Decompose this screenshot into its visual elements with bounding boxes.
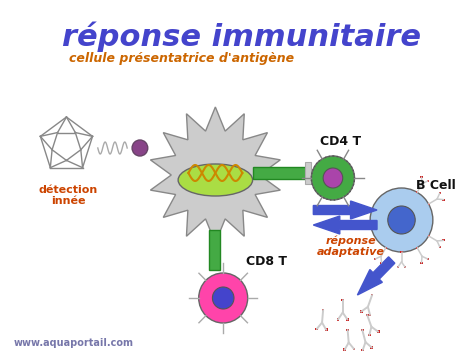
Bar: [371, 294, 374, 296]
Bar: [305, 162, 311, 184]
Bar: [315, 328, 318, 331]
Bar: [346, 318, 349, 321]
Bar: [401, 251, 402, 253]
Bar: [360, 310, 363, 313]
Bar: [253, 167, 307, 179]
Bar: [428, 203, 430, 205]
Bar: [346, 329, 349, 332]
Circle shape: [388, 206, 415, 234]
Bar: [442, 239, 445, 241]
Text: www.aquaportail.com: www.aquaportail.com: [13, 338, 133, 348]
Bar: [439, 246, 441, 248]
Bar: [427, 258, 429, 260]
Bar: [341, 299, 344, 301]
Bar: [337, 318, 339, 321]
FancyArrow shape: [357, 257, 395, 295]
Bar: [404, 266, 406, 268]
Bar: [209, 230, 220, 270]
Text: cellule présentatrice d'antigène: cellule présentatrice d'antigène: [69, 52, 293, 65]
Bar: [325, 328, 328, 331]
Text: innée: innée: [51, 196, 86, 206]
Bar: [416, 191, 418, 193]
Bar: [381, 262, 383, 264]
Bar: [428, 235, 430, 237]
Text: B Cell: B Cell: [416, 179, 456, 192]
Text: réponse immunitaire: réponse immunitaire: [62, 22, 421, 53]
Polygon shape: [150, 107, 280, 243]
Bar: [416, 247, 418, 249]
FancyArrow shape: [313, 216, 377, 234]
Circle shape: [311, 156, 355, 200]
Bar: [361, 329, 364, 332]
Circle shape: [370, 188, 433, 252]
Bar: [377, 330, 380, 333]
Bar: [322, 308, 325, 311]
Bar: [397, 266, 399, 268]
Bar: [374, 258, 376, 260]
Bar: [439, 192, 441, 194]
Bar: [343, 348, 346, 351]
Circle shape: [199, 273, 248, 323]
Bar: [361, 349, 364, 351]
Bar: [420, 262, 422, 264]
Text: CD8 T: CD8 T: [246, 255, 287, 268]
Circle shape: [212, 287, 234, 309]
Text: réponse: réponse: [325, 235, 376, 246]
Circle shape: [132, 140, 148, 156]
Text: CD4 T: CD4 T: [320, 135, 361, 148]
Bar: [442, 198, 445, 201]
Bar: [353, 348, 356, 350]
Bar: [368, 334, 371, 336]
Text: adaptative: adaptative: [317, 247, 384, 257]
Bar: [366, 313, 369, 316]
Bar: [369, 313, 372, 316]
Bar: [420, 176, 422, 178]
Bar: [427, 180, 429, 182]
Text: détection: détection: [39, 185, 98, 195]
Bar: [385, 247, 387, 249]
Circle shape: [323, 168, 343, 188]
FancyArrow shape: [313, 201, 377, 219]
Bar: [371, 346, 373, 349]
Ellipse shape: [178, 164, 253, 196]
